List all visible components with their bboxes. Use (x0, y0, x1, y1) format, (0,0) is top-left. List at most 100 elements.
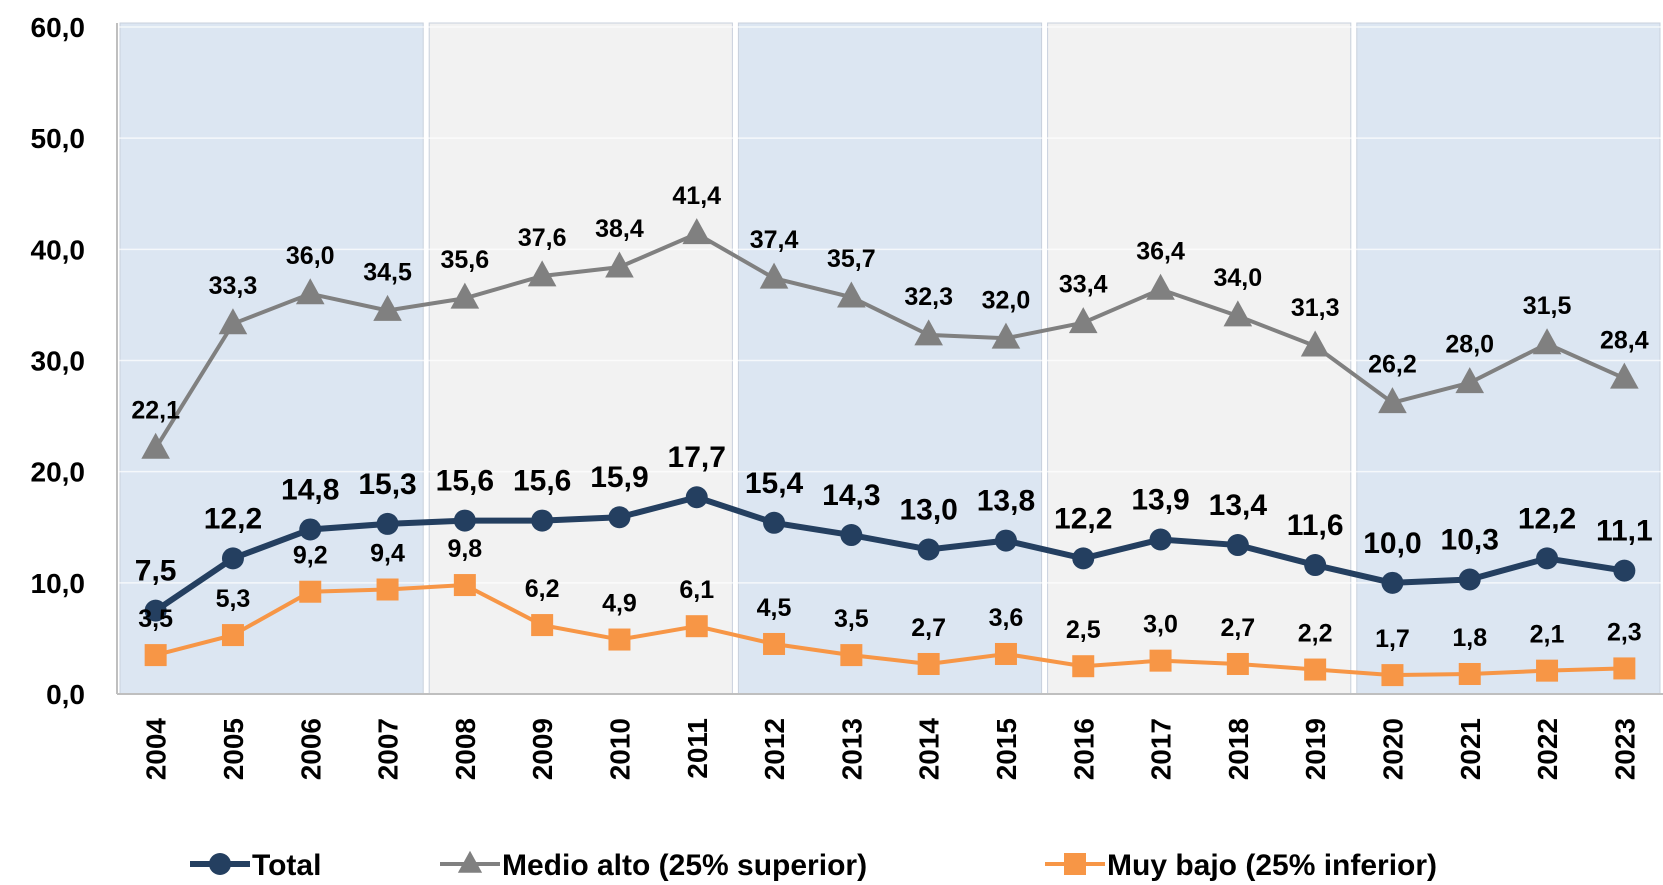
data-label: 1,8 (1452, 624, 1487, 652)
legend-label: Medio alto (25% superior) (502, 849, 867, 882)
marker (917, 538, 940, 561)
data-label: 12,2 (204, 502, 262, 535)
data-label: 14,3 (822, 479, 880, 512)
data-label: 31,3 (1291, 294, 1340, 322)
y-tick-label: 30,0 (31, 346, 86, 377)
marker (914, 319, 943, 346)
marker (144, 644, 167, 667)
marker (1532, 328, 1562, 355)
data-label: 28,4 (1600, 326, 1649, 354)
marker (457, 850, 483, 873)
data-label: 9,2 (293, 542, 328, 570)
x-tick-label: 2020 (1377, 718, 1408, 780)
marker (299, 580, 322, 603)
data-label: 3,5 (834, 605, 869, 633)
marker (682, 218, 712, 245)
marker (917, 652, 940, 675)
data-label: 7,5 (135, 555, 177, 588)
data-label: 36,4 (1136, 237, 1185, 265)
data-label: 6,2 (525, 575, 560, 603)
data-label: 9,8 (447, 535, 482, 563)
x-tick-label: 2018 (1223, 718, 1254, 780)
data-label: 34,0 (1214, 264, 1263, 292)
data-label: 12,2 (1518, 502, 1576, 535)
marker (763, 511, 786, 534)
marker (1381, 664, 1404, 687)
data-label: 2,1 (1530, 621, 1565, 649)
marker (1072, 547, 1095, 570)
data-label: 15,6 (513, 465, 571, 498)
marker (221, 624, 244, 647)
marker (1455, 367, 1485, 394)
data-label: 32,0 (982, 286, 1031, 314)
marker (1146, 273, 1175, 300)
marker (209, 853, 231, 875)
data-label: 5,3 (216, 585, 251, 613)
marker (531, 614, 554, 637)
series-line (153, 231, 1626, 450)
x-tick-label: 2016 (1068, 718, 1099, 780)
data-label: 11,1 (1596, 515, 1653, 548)
data-label: 13,0 (899, 493, 957, 526)
data-label: 13,8 (977, 485, 1035, 518)
marker (1072, 655, 1095, 678)
data-label: 37,6 (518, 224, 567, 252)
marker (1458, 662, 1481, 685)
data-label: 36,0 (286, 242, 335, 270)
marker (453, 509, 476, 532)
data-label: 41,4 (672, 182, 721, 210)
legend-label: Muy bajo (25% inferior) (1107, 849, 1437, 882)
marker (450, 282, 480, 309)
x-tick-label: 2014 (914, 718, 945, 781)
data-label: 2,7 (1220, 614, 1255, 642)
data-label: 15,4 (745, 467, 804, 500)
marker (1304, 554, 1327, 577)
legend-label: Total (252, 849, 321, 882)
x-tick-label: 2013 (836, 718, 867, 780)
data-label: 31,5 (1523, 292, 1572, 320)
marker (1226, 652, 1249, 675)
x-tick-label: 2011 (682, 718, 713, 779)
marker (453, 574, 476, 597)
data-label: 22,1 (131, 396, 180, 424)
data-label: 12,2 (1054, 502, 1112, 535)
marker (144, 599, 167, 622)
x-tick-label: 2007 (373, 718, 404, 780)
marker (840, 524, 863, 547)
marker (1613, 559, 1636, 582)
x-tick-label: 2008 (450, 718, 481, 780)
marker (141, 432, 170, 459)
data-label: 35,6 (441, 246, 490, 274)
marker (763, 632, 786, 655)
marker (994, 529, 1017, 552)
marker (299, 518, 322, 541)
x-tick-label: 2022 (1532, 718, 1563, 780)
data-label: 6,1 (679, 576, 714, 604)
marker (1304, 658, 1327, 681)
data-label: 14,8 (281, 473, 339, 506)
data-label: 3,5 (138, 605, 173, 633)
marker (1068, 307, 1098, 334)
x-tick-label: 2005 (218, 718, 249, 780)
marker (1064, 853, 1086, 875)
marker (531, 509, 554, 532)
data-label: 1,7 (1375, 625, 1410, 653)
data-label: 11,6 (1287, 509, 1344, 542)
data-label: 10,3 (1441, 523, 1499, 556)
x-tick-label: 2023 (1609, 718, 1640, 780)
data-label: 37,4 (750, 226, 799, 254)
data-label: 4,9 (602, 590, 637, 618)
marker (685, 615, 708, 638)
data-label: 10,0 (1363, 527, 1421, 560)
data-label: 13,4 (1209, 489, 1268, 522)
y-tick-label: 50,0 (31, 123, 86, 154)
marker (218, 308, 248, 335)
marker (759, 262, 789, 289)
y-tick-label: 20,0 (31, 457, 86, 488)
marker (1536, 659, 1559, 682)
data-label: 38,4 (595, 215, 644, 243)
data-label: 28,0 (1445, 331, 1494, 359)
data-label: 2,7 (911, 614, 946, 642)
x-tick-label: 2004 (141, 718, 172, 781)
y-tick-label: 60,0 (31, 12, 86, 43)
